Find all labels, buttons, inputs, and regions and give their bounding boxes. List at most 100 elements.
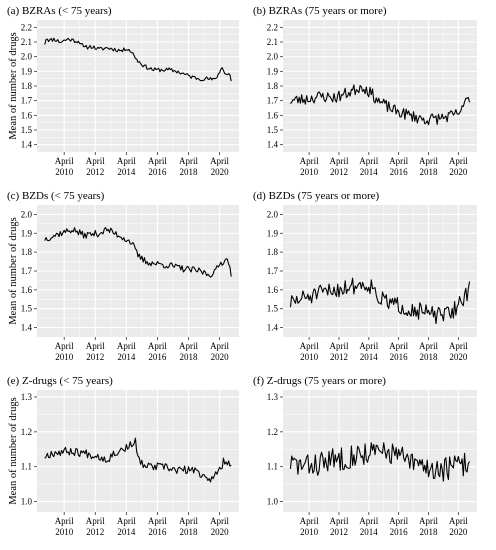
panel-b-xtick-label: 2018 — [420, 167, 439, 177]
panel-a-ytick-label: 2.0 — [21, 52, 33, 62]
panel-c-xtick-label: 2010 — [55, 352, 74, 362]
panel-f-xtick-label: April — [329, 516, 348, 526]
panel-e-xtick-label: 2020 — [211, 527, 230, 537]
panel-c-ytick-label: 2.0 — [21, 209, 33, 219]
panel-e-ytick-label: 1.3 — [21, 392, 33, 402]
panel-b-xtick-label: 2020 — [449, 167, 468, 177]
panel-c-ytick-label: 1.7 — [21, 266, 33, 276]
panel-b-ytick-label: 1.5 — [267, 125, 279, 135]
panel-c-xtick-label: 2014 — [117, 352, 136, 362]
panel-a-ytick-label: 1.7 — [21, 96, 33, 106]
panel-f-xtick-label: 2018 — [420, 527, 439, 537]
panel-b-ytick-label: 1.4 — [267, 140, 279, 150]
panel-c-ytick-label: 1.8 — [21, 247, 33, 257]
panel-a-ytick-label: 2.2 — [21, 22, 32, 32]
panel-b-xtick-label: April — [449, 156, 468, 166]
panel-b-ytick-label: 2.2 — [267, 22, 278, 32]
panel-e-xtick-label: 2010 — [55, 527, 74, 537]
panel-e-xtick-label: 2018 — [180, 527, 199, 537]
panel-b-xtick-label: 2014 — [360, 167, 379, 177]
panel-f-xtick-label: 2016 — [390, 527, 409, 537]
panel-d-xtick-label: April — [359, 341, 378, 351]
panel-a-series-line — [44, 37, 232, 82]
panel-b-xtick-label: April — [329, 156, 348, 166]
panel-a-ytick-label: 1.9 — [21, 66, 33, 76]
panel-e-ytick-label: 1.2 — [21, 427, 32, 437]
panel-d-ytick-label: 1.8 — [267, 247, 279, 257]
panel-c-ytick-label: 1.5 — [21, 304, 33, 314]
panel-a-xtick-label: 2014 — [117, 167, 136, 177]
panel-d-xtick-label: 2020 — [449, 352, 468, 362]
panel-d-ytick-label: 1.5 — [267, 304, 279, 314]
panel-f-ytick-label: 1.2 — [267, 427, 278, 437]
panel-e-xtick-label: April — [55, 516, 74, 526]
panel-e-xtick-label: 2014 — [117, 527, 136, 537]
panel-c-xtick-label: 2016 — [148, 352, 167, 362]
panel-c-series-line — [44, 226, 232, 278]
panel-e-xtick-label: April — [179, 516, 198, 526]
panel-e-ytick-label: 1.1 — [21, 462, 32, 472]
panel-a-xtick-label: 2010 — [55, 167, 74, 177]
panel-d-xtick-label: 2016 — [390, 352, 409, 362]
panel-b-xtick-label: 2016 — [390, 167, 409, 177]
panel-d-ytick-label: 1.9 — [267, 228, 279, 238]
panel-c-xtick-label: April — [117, 341, 136, 351]
panel-d-xtick-label: 2018 — [420, 352, 439, 362]
panel-b-xtick-label: 2010 — [300, 167, 319, 177]
panel-f-xtick-label: April — [419, 516, 438, 526]
panel-d-ytick-label: 1.4 — [267, 323, 279, 333]
panel-a-xtick-label: April — [148, 156, 167, 166]
panel-f-xtick-label: 2012 — [330, 527, 348, 537]
panel-d-ytick-label: 1.6 — [267, 285, 279, 295]
panel-d-xtick-label: 2010 — [300, 352, 319, 362]
panel-e-y-axis-label: Mean of number of drugs — [8, 397, 19, 504]
panel-a-xtick-label: 2020 — [211, 167, 230, 177]
panel-a-ytick-label: 1.8 — [21, 81, 33, 91]
panel-c-title: (c) BZDs (< 75 years) — [7, 190, 105, 202]
panel-c-xtick-label: April — [179, 341, 198, 351]
panel-e-series-line — [44, 437, 232, 483]
panel-f-ytick-label: 1.3 — [267, 392, 279, 402]
panel-a-xtick-label: 2012 — [86, 167, 104, 177]
panel-d-xtick-label: April — [329, 341, 348, 351]
panel-d-title: (d) BZDs (75 years or more) — [253, 190, 379, 202]
panel-d-xtick-label: April — [419, 341, 438, 351]
panel-f-series-line — [289, 442, 471, 482]
panel-d-xtick-label: April — [389, 341, 408, 351]
panel-d-xtick-label: 2014 — [360, 352, 379, 362]
panel-b-xtick-label: 2012 — [330, 167, 348, 177]
panel-a-ytick-label: 1.5 — [21, 125, 33, 135]
panel-a-xtick-label: April — [86, 156, 105, 166]
panel-c-xtick-label: April — [210, 341, 229, 351]
panel-a-xtick-label: April — [210, 156, 229, 166]
panel-f-xtick-label: 2020 — [449, 527, 468, 537]
panel-e-xtick-label: 2012 — [86, 527, 104, 537]
panel-a-title: (a) BZRAs (< 75 years) — [7, 5, 112, 17]
panel-f-xtick-label: 2014 — [360, 527, 379, 537]
panel-c-xtick-label: 2020 — [211, 352, 230, 362]
panel-e-title: (e) Z-drugs (< 75 years) — [7, 375, 113, 387]
panel-c-xtick-label: April — [86, 341, 105, 351]
panel-a-xtick-label: April — [117, 156, 136, 166]
panel-e-xtick-label: April — [148, 516, 167, 526]
panel-e-xtick-label: April — [210, 516, 229, 526]
panel-c-ytick-label: 1.9 — [21, 228, 33, 238]
panel-f-title: (f) Z-drugs (75 years or more) — [253, 375, 386, 387]
panel-d-ytick-label: 1.7 — [267, 266, 279, 276]
panel-f-ytick-label: 1.0 — [267, 497, 279, 507]
panel-d-xtick-label: 2012 — [330, 352, 348, 362]
panel-e-ytick-label: 1.0 — [21, 497, 33, 507]
panel-a-xtick-label: 2018 — [180, 167, 199, 177]
panel-b-ytick-label: 1.9 — [267, 66, 279, 76]
panel-c-xtick-label: 2018 — [180, 352, 199, 362]
panel-b-series-line — [290, 84, 471, 126]
panel-a-ytick-label: 1.4 — [21, 140, 33, 150]
panel-e-xtick-label: April — [86, 516, 105, 526]
panel-a-xtick-label: April — [55, 156, 74, 166]
panel-c-ytick-label: 1.6 — [21, 285, 33, 295]
panel-d-ytick-label: 2.0 — [267, 209, 279, 219]
panel-b-ytick-label: 2.0 — [267, 52, 279, 62]
panel-e-background — [37, 390, 239, 512]
panel-b-xtick-label: April — [389, 156, 408, 166]
